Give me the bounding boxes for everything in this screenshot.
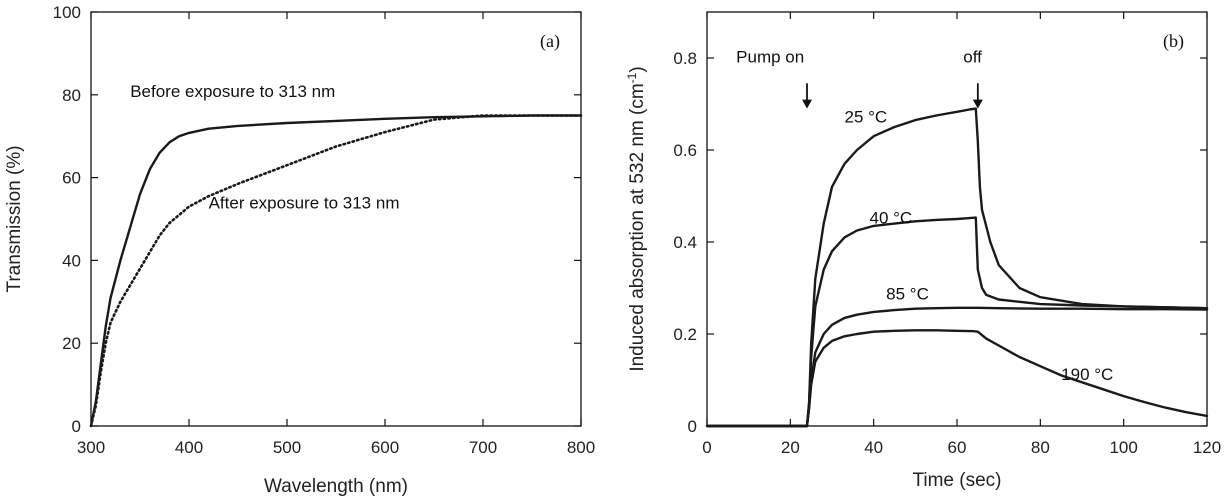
y-tick-label: 20: [62, 334, 81, 353]
x-axis-label-b: Time (sec): [912, 470, 1001, 491]
annotation-b-5: 190 °C: [1061, 365, 1113, 384]
y-axis-label-b-sup: -1: [625, 72, 639, 83]
series-line-b-0: [705, 107, 1209, 428]
y-axis-label-b-tail: ): [627, 66, 648, 72]
series-line-b-2: [705, 306, 1209, 428]
y-tick-label: 40: [62, 251, 81, 270]
y-axis-label-b: Induced absorption at 532 nm (cm-1): [625, 66, 648, 371]
chart-b: 0 20 40 60 80 100 120 0 0.2 0.4 0.6 0.8 Pump on off 2…: [625, 11, 1221, 491]
annotation-b-0: Pump on: [736, 48, 804, 67]
panel-label-a: (a): [540, 31, 560, 52]
chart-a: 300 400 500 600 700 800 0 20 40 60 80 100 Before ex…: [4, 3, 595, 497]
x-tick-label: 60: [948, 438, 967, 457]
series-b: [705, 107, 1209, 428]
y-tick-label: 0.8: [673, 49, 697, 68]
y-tick-label: 0: [688, 417, 697, 436]
annotation-b-3: 40 °C: [870, 209, 913, 228]
arrow-head-0: [802, 99, 812, 109]
y-tick-label: 0: [72, 417, 81, 436]
x-tick-label: 300: [77, 438, 105, 457]
axis-ticks-b: 0 20 40 60 80 100 120 0 0.2 0.4 0.6 0.8: [673, 12, 1221, 457]
annotation-b-4: 85 °C: [886, 285, 929, 304]
axis-ticks-a: 300 400 500 600 700 800 0 20 40 60 80 100: [53, 3, 596, 457]
y-tick-label: 60: [62, 169, 81, 188]
x-tick-label: 600: [371, 438, 399, 457]
panel-label-b: (b): [1163, 31, 1184, 52]
arrow-head-1: [972, 99, 983, 109]
x-tick-label: 40: [864, 438, 883, 457]
y-tick-label: 100: [53, 3, 81, 22]
y-axis-label-b-main: Induced absorption at 532 nm (cm: [627, 83, 648, 371]
plot-frame-a: [90, 11, 582, 427]
y-tick-label: 0.4: [673, 233, 697, 252]
y-tick-label: 0.6: [673, 141, 697, 160]
annotation-a-0: Before exposure to 313 nm: [130, 82, 335, 101]
x-tick-label: 80: [1031, 438, 1050, 457]
x-tick-label: 700: [469, 438, 497, 457]
x-tick-label: 800: [567, 438, 595, 457]
x-tick-label: 20: [781, 438, 800, 457]
y-tick-label: 0.2: [673, 325, 697, 344]
x-tick-label: 400: [175, 438, 203, 457]
x-tick-label: 500: [273, 438, 301, 457]
annotation-b-1: off: [963, 48, 982, 67]
annotation-b-2: 25 °C: [845, 107, 888, 126]
y-axis-label-a: Transmission (%): [4, 145, 25, 292]
annotations-b: Pump on off 25 °C 40 °C 85 °C 190 °C: [736, 48, 1113, 384]
x-tick-label: 0: [702, 438, 711, 457]
x-axis-label-a: Wavelength (nm): [264, 476, 408, 497]
series-line-a-0: [89, 114, 583, 428]
y-tick-label: 80: [62, 86, 81, 105]
series-line-b-3: [705, 329, 1209, 428]
series-a: [89, 114, 583, 428]
x-tick-label: 120: [1193, 438, 1221, 457]
series-line-b-1: [705, 216, 1209, 428]
annotations-a: Before exposure to 313 nm After exposure …: [130, 82, 399, 213]
annotation-a-1: After exposure to 313 nm: [209, 194, 400, 213]
x-tick-label: 100: [1109, 438, 1137, 457]
series-line-a-1: [89, 114, 583, 428]
